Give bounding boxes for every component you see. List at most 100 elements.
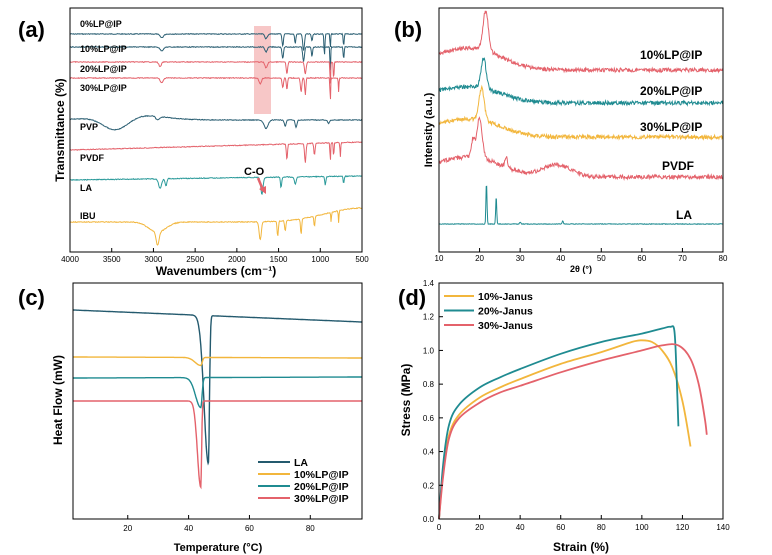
ftir-label-0%LP@IP: 0%LP@IP [80,19,122,29]
ftir-line-30%LP@IP [69,76,363,100]
xrd-label-10%LP@IP: 10%LP@IP [640,48,702,62]
b-tick-label: 10 [435,254,444,263]
a-tick-label: 2000 [228,255,246,264]
ftir-label-30%LP@IP: 30%LP@IP [80,83,127,93]
b-series-labels: 10%LP@IP 20%LP@IP 30%LP@IP PVDF LA [640,48,702,222]
dsc-legend-label-10%LP@IP: 10%LP@IP [294,469,349,481]
ftir-line-PVDF [69,141,363,163]
b-tick-label: 30 [516,254,525,263]
a-tick-label: 1500 [270,255,288,264]
b-series-group [438,10,724,226]
b-tick-label: 70 [678,254,687,263]
xrd-label-LA: LA [676,208,692,222]
b-tick-label: 80 [719,254,728,263]
d-x-tick-label: 120 [676,523,690,532]
stress-line-30%-Janus [438,343,708,520]
panel-a: (a) 0%LP@IP 10%LP@IP 20%LP@IP 30%LP@IP PVP PV… [18,7,369,278]
stress-legend-label-10%-Janus: 10%-Janus [478,291,533,303]
xrd-label-PVDF: PVDF [662,159,694,173]
y-axis-title-a: Transmittance (%) [53,78,67,181]
highlight-band [254,26,271,114]
xrd-label-20%LP@IP: 20%LP@IP [640,84,702,98]
d-y-tick-label: 1.2 [423,313,435,322]
ftir-label-PVDF: PVDF [80,153,105,163]
y-axis-title-b: Intensity (a.u.) [423,92,435,167]
d-legend: 10%-Janus 20%-Janus 30%-Janus [444,291,533,332]
d-y-tick-label: 1.0 [423,346,435,355]
ftir-line-10%LP@IP [70,45,363,71]
b-tick-label: 60 [637,254,646,263]
c-series-group [73,309,362,490]
d-x-tick-label: 100 [635,523,649,532]
xrd-line-LA [438,185,723,226]
panel-b: (b) 10%LP@IP 20%LP@IP 30%LP@IP PVDF LA 10 20 3… [394,7,728,274]
c-tick-label: 20 [123,524,132,533]
xrd-line-10%LP@IP [438,10,724,74]
d-y-tick-label: 0.0 [423,515,435,524]
plot-frame-c [72,282,363,520]
c-tick-label: 40 [184,524,193,533]
c-tick-label: 80 [306,524,315,533]
dsc-line-20%LP@IP [73,376,362,409]
y-axis-title-d: Stress (MPa) [399,364,413,437]
annotation-arrowhead [259,186,266,194]
panel-label-b: (b) [394,17,422,42]
d-x-tick-label: 60 [556,523,565,532]
b-tick-label: 50 [597,254,606,263]
b-tick-label: 20 [475,254,484,263]
d-y-tick-label: 0.8 [423,380,435,389]
d-y-tick-label: 0.6 [423,414,435,423]
ftir-line-0%LP@IP [70,32,362,55]
dsc-legend-label-30%LP@IP: 30%LP@IP [294,493,349,505]
stress-legend-label-30%-Janus: 30%-Janus [478,320,533,332]
x-axis-title-d: Strain (%) [553,540,609,554]
a-series-group [69,32,363,246]
d-x-tick-label: 0 [437,523,442,532]
panel-label-a: (a) [18,17,45,42]
dsc-legend-label-LA: LA [294,457,308,469]
a-tick-label: 4000 [61,255,79,264]
a-series-labels: 0%LP@IP 10%LP@IP 20%LP@IP 30%LP@IP PVP PVDF LA… [80,19,127,221]
ftir-label-10%LP@IP: 10%LP@IP [80,44,127,54]
xrd-label-30%LP@IP: 30%LP@IP [640,120,702,134]
xrd-line-30%LP@IP [438,84,724,141]
ftir-label-IBU: IBU [80,211,96,221]
d-y-tick-label: 0.4 [423,448,435,457]
d-x-tick-label: 140 [716,523,730,532]
a-tick-label: 1000 [311,255,329,264]
d-y-tick-label: 0.2 [423,481,435,490]
ftir-label-20%LP@IP: 20%LP@IP [80,64,127,74]
ftir-label-LA: LA [80,183,92,193]
dsc-line-10%LP@IP [73,356,362,367]
plot-frame-a [69,7,363,253]
ftir-line-20%LP@IP [69,60,363,84]
ftir-line-LA [70,175,363,195]
a-tick-label: 2500 [186,255,204,264]
b-x-ticks: 10 20 30 40 50 60 70 80 [435,248,728,263]
a-tick-label: 3000 [145,255,163,264]
xrd-line-PVDF [438,116,724,181]
panel-label-c: (c) [18,285,45,310]
stress-line-10%-Janus [438,339,692,520]
a-tick-label: 500 [355,255,369,264]
annotation-c-o: C-O [244,166,265,178]
d-x-tick-label: 20 [475,523,484,532]
x-axis-title-a: Wavenumbers (cm⁻¹) [156,264,277,278]
a-x-ticks: 4000 3500 3000 2500 2000 1500 1000 500 [61,248,369,264]
panel-label-d: (d) [398,285,426,310]
y-axis-title-c: Heat Flow (mW) [51,355,65,445]
d-x-tick-label: 40 [516,523,525,532]
d-y-tick-label: 1.4 [423,279,435,288]
d-ticks: 0 20 40 60 80 100 120 140 0.0 0.2 0.4 0.6 0.8 1.0 1.2 1… [423,279,730,532]
d-x-tick-label: 80 [597,523,606,532]
ftir-line-PVP [69,114,363,131]
c-tick-label: 60 [245,524,254,533]
dsc-line-30%LP@IP [73,400,362,490]
ftir-label-PVP: PVP [80,122,98,132]
a-tick-label: 3500 [103,255,121,264]
ftir-line-IBU [69,207,363,246]
panel-d: (d) 0 20 40 60 80 100 120 140 0.0 0.2 0.4 0.6 0.8 1.0… [398,279,730,554]
dsc-line-LA [73,309,362,466]
